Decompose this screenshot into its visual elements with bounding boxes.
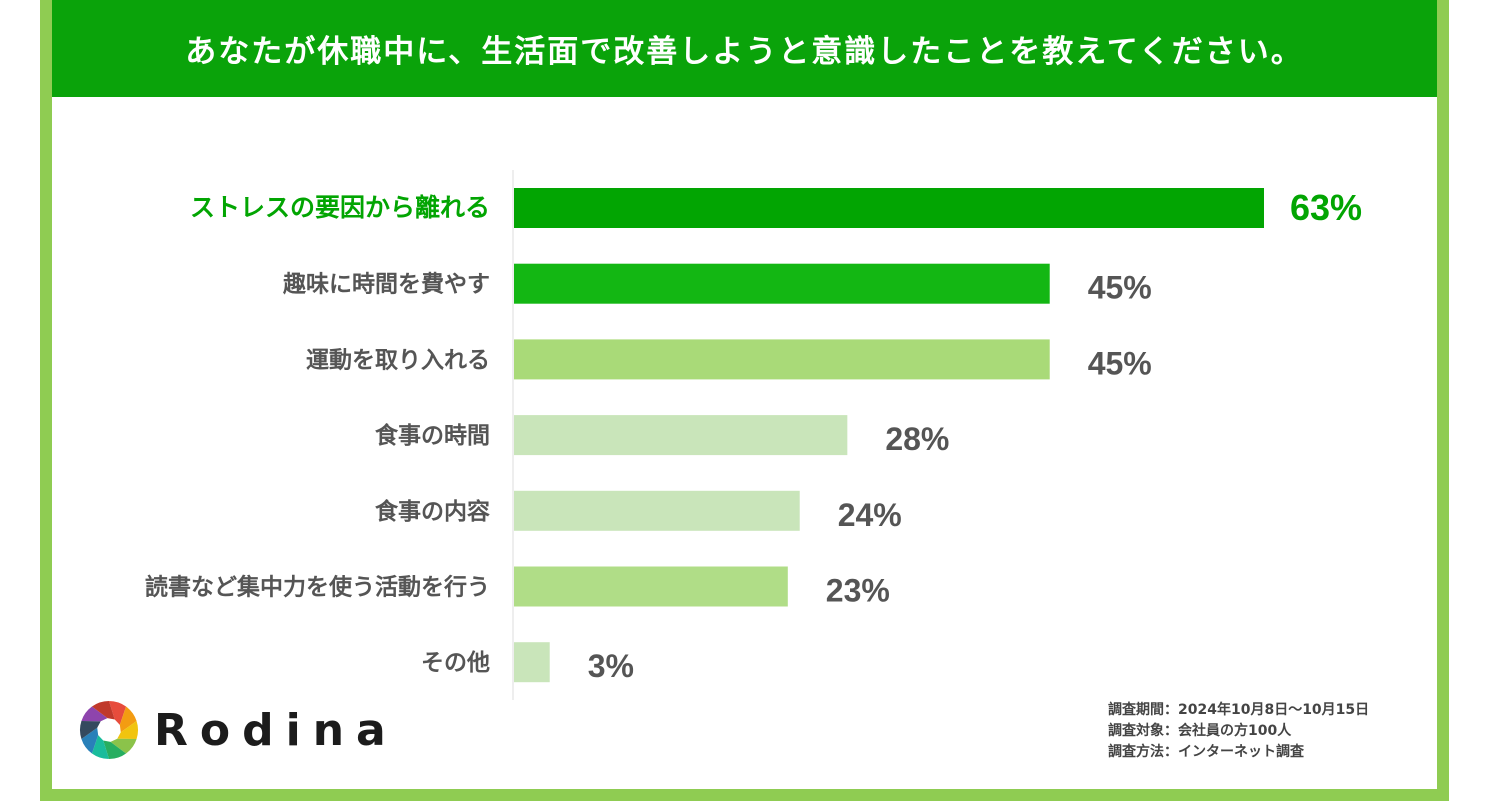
survey-notes: 調査期間：2024年10月8日～10月15日 調査対象：会社員の方100人 調査… (1108, 700, 1369, 763)
logo-segment (117, 721, 138, 739)
logo-segment (80, 721, 101, 739)
survey-period: 調査期間：2024年10月8日～10月15日 (1108, 702, 1370, 718)
category-label-4: 食事の内容 (375, 498, 490, 525)
logo-segment (91, 735, 109, 759)
bar-2 (514, 339, 1050, 380)
aperture-logo-icon (80, 701, 138, 759)
survey-target: 調査対象：会社員の方100人 (1108, 723, 1292, 739)
chart-panel (52, 0, 1437, 789)
logo-center (99, 720, 119, 740)
value-label-4: 24% (838, 497, 902, 533)
bar-1 (514, 263, 1050, 304)
category-label-5: 読書など集中力を使う活動を行う (145, 574, 490, 601)
value-label-3: 28% (885, 421, 949, 457)
category-label-6: その他 (421, 650, 490, 676)
logo: Rodina (78, 698, 398, 762)
bar-6 (514, 642, 550, 683)
category-label-2: 運動を取り入れる (306, 347, 490, 373)
value-label-2: 45% (1088, 345, 1152, 381)
logo-segment (103, 740, 127, 759)
title-banner: あなたが休職中に、生活面で改善しようと意識したことを教えてください。 (52, 0, 1437, 97)
logo-text: Rodina (154, 704, 398, 756)
value-label-0: 63% (1290, 187, 1362, 228)
bar-3 (514, 415, 848, 456)
value-label-6: 3% (588, 648, 634, 684)
logo-segment (110, 738, 137, 754)
logo-segment (109, 701, 127, 725)
category-label-1: 趣味に時間を費やす (282, 272, 490, 298)
value-label-5: 23% (826, 573, 890, 609)
logo-segment (81, 706, 108, 722)
value-label-1: 45% (1088, 270, 1152, 306)
bar-0 (514, 188, 1264, 228)
chart-title: あなたが休職中に、生活面で改善しようと意識したことを教えてください。 (185, 34, 1304, 70)
survey-method: 調査方法：インターネット調査 (1108, 744, 1304, 760)
category-label-0: ストレスの要因から離れる (190, 193, 490, 222)
bar-4 (514, 490, 800, 531)
logo-segment (91, 701, 115, 720)
logo-segment (119, 706, 137, 733)
bar-5 (514, 566, 788, 607)
category-label-3: 食事の時間 (375, 422, 490, 449)
logo-segment (81, 727, 99, 754)
